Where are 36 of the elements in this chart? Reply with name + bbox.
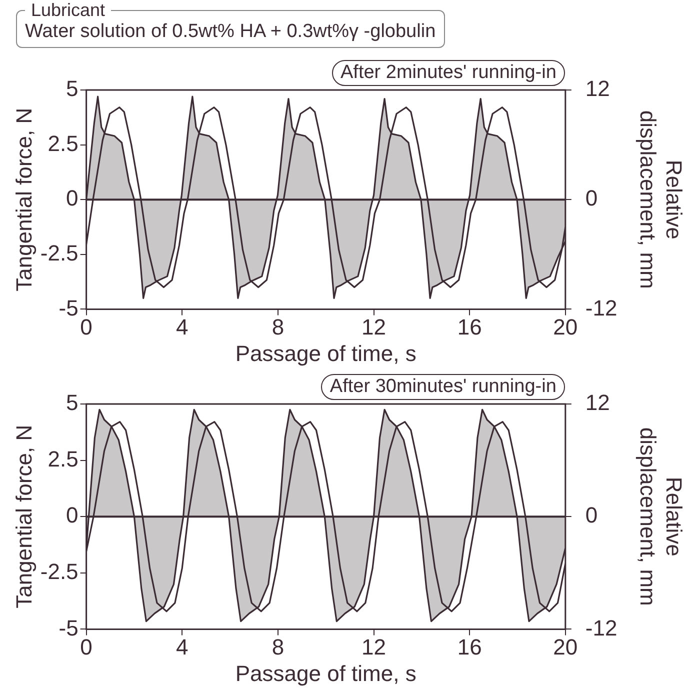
x-tick-label: 16 [457, 314, 482, 340]
x-axis-title: Passage of time, s [235, 340, 416, 366]
y-tick-label: 0 [66, 502, 78, 528]
x-tick-label: 20 [553, 634, 578, 660]
x-tick-label: 12 [362, 314, 386, 340]
x-tick-label: 4 [176, 634, 188, 660]
y-tick-label: -5 [58, 615, 78, 640]
y2-tick-label: 12 [585, 390, 610, 416]
y-tick-label: -2.5 [40, 558, 78, 584]
y2-axis-title: Relative displacement, mm [635, 110, 687, 289]
x-tick-label: 20 [553, 314, 578, 340]
x-tick-label: 4 [176, 314, 188, 340]
y-axis-title: Tangential force, N [11, 108, 36, 292]
y-tick-label: -5 [58, 295, 78, 320]
y-tick-label: 5 [66, 390, 78, 416]
text: Water solution of 0.5wt% HA + 0.3wt%γ -globulin [25, 21, 436, 43]
y2-tick-label: -12 [585, 295, 618, 320]
y2-tick-label: -12 [585, 615, 618, 640]
y-tick-label: 0 [66, 186, 78, 211]
x-tick-label: 8 [272, 314, 284, 340]
y-tick-label: -2.5 [40, 240, 78, 266]
y-tick-label: 2.5 [48, 130, 78, 156]
x-axis-title: Passage of time, s [235, 660, 416, 686]
x-tick-label: 12 [362, 634, 386, 660]
y-tick-label: 5 [66, 76, 78, 102]
text: After 30minutes' running-in [320, 374, 566, 400]
y2-tick-label: 12 [585, 76, 610, 102]
y2-tick-label: 0 [585, 186, 598, 211]
y2-tick-label: 0 [585, 502, 598, 528]
text: Lubricant [30, 0, 106, 21]
x-tick-label: 16 [457, 634, 482, 660]
x-tick-label: 8 [272, 634, 284, 660]
y-axis-title: Tangential force, N [11, 424, 36, 608]
y-tick-label: 2.5 [48, 446, 78, 472]
text: After 2minutes' running-in [332, 60, 566, 86]
y2-axis-title: Relative displacement, mm [635, 427, 687, 606]
